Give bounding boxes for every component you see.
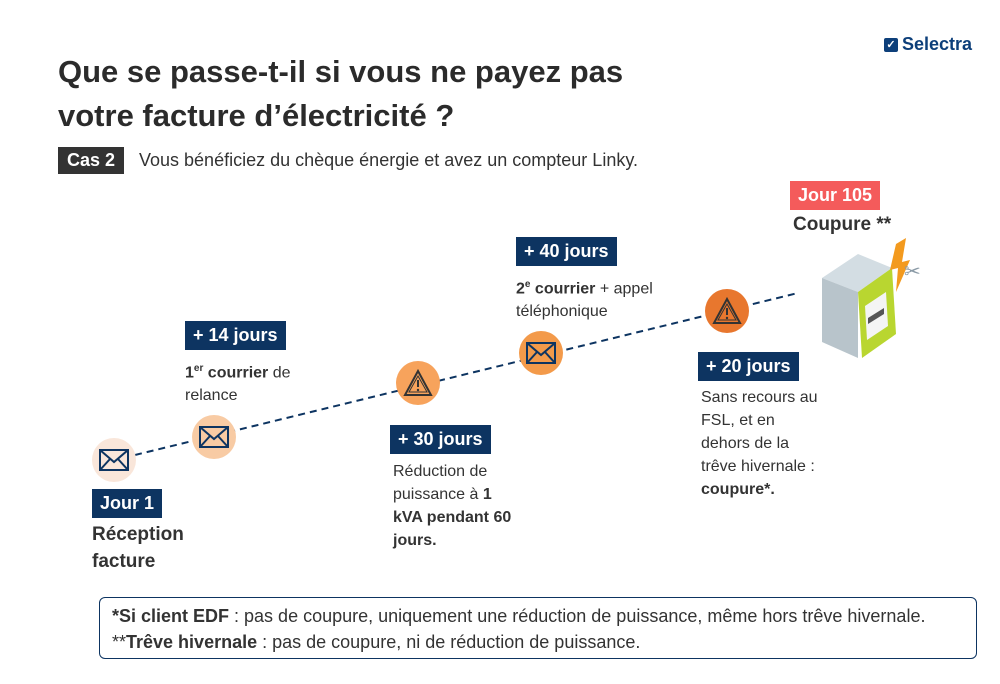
text-num: 2	[516, 280, 525, 298]
case-text: Vous bénéficiez du chèque énergie et ave…	[139, 150, 638, 170]
text-line: relance	[185, 387, 238, 405]
svg-text:✂: ✂	[904, 261, 921, 283]
text-line: Sans recours au	[701, 389, 818, 406]
text-line: puissance à	[393, 486, 483, 503]
page-title: Que se passe-t-il si vous ne payez pas vo…	[58, 50, 758, 138]
text-bold: kVA pendant 60	[393, 509, 512, 526]
note-text: : pas de coupure, ni de réduction de pui…	[257, 632, 641, 652]
text-line: téléphonique	[516, 303, 608, 321]
step-1-badge: Jour 1	[92, 489, 163, 518]
step-1-text: Réception facture	[92, 521, 184, 575]
text-bold: courrier	[530, 280, 596, 298]
step-3-text: Réduction de puissance à 1 kVA pendant 60 j…	[393, 460, 511, 552]
step-5-text: Sans recours au FSL, et en dehors de la trê…	[701, 386, 818, 501]
brand-name: Selectra	[902, 34, 973, 54]
title-line: votre facture d’électricité ?	[58, 98, 455, 133]
step-2-text: 1er courrier de relance	[185, 357, 291, 407]
text-bold: 1	[482, 486, 492, 503]
step-4-badge: + 40 jours	[516, 237, 617, 266]
text-bold: jours.	[393, 532, 437, 549]
step-2-badge: + 14 jours	[185, 321, 286, 350]
note-bold: Trêve hivernale	[126, 632, 258, 652]
envelope-icon	[526, 342, 556, 364]
text-bold: coupure*.	[701, 481, 775, 498]
step-3-badge: + 30 jours	[390, 425, 491, 454]
step-5-badge: + 20 jours	[698, 352, 799, 381]
footnote-box: *Si client EDF : pas de coupure, uniquem…	[99, 597, 977, 659]
text-sup: e	[524, 279, 531, 290]
step-4-circle	[519, 331, 563, 375]
text-rest: de	[268, 364, 291, 382]
case-badge: Cas 2	[58, 147, 125, 174]
selectra-logo: ✓ Selectra	[884, 34, 972, 55]
text-line: Réception	[92, 524, 184, 545]
step-1-circle	[92, 438, 136, 482]
text-line: FSL, et en	[701, 412, 775, 429]
warning-icon	[403, 369, 433, 397]
text-line: facture	[92, 551, 156, 572]
final-label: Coupure **	[793, 214, 892, 235]
step-5-circle	[705, 289, 749, 333]
text-num: 1	[185, 364, 194, 382]
text-line: trêve hivernale :	[701, 458, 815, 475]
text-rest: + appel	[595, 280, 653, 298]
step-4-text: 2e courrier + appel téléphonique	[516, 273, 653, 323]
warning-icon	[712, 297, 742, 325]
step-2-circle	[192, 415, 236, 459]
note-bold: *Si client EDF	[112, 606, 230, 626]
final-badge: Jour 105	[790, 181, 881, 210]
text-sup: er	[193, 363, 204, 374]
text-line: Réduction de	[393, 463, 488, 480]
note-text: : pas de coupure, uniquement une réducti…	[112, 606, 926, 652]
envelope-icon	[99, 449, 129, 471]
title-line: Que se passe-t-il si vous ne payez pas	[58, 54, 624, 89]
step-3-circle	[396, 361, 440, 405]
envelope-icon	[199, 426, 229, 448]
text-line: dehors de la	[701, 435, 790, 452]
check-icon: ✓	[884, 37, 898, 52]
text-bold: courrier	[203, 364, 269, 382]
linky-meter-icon: ✂	[822, 238, 921, 358]
